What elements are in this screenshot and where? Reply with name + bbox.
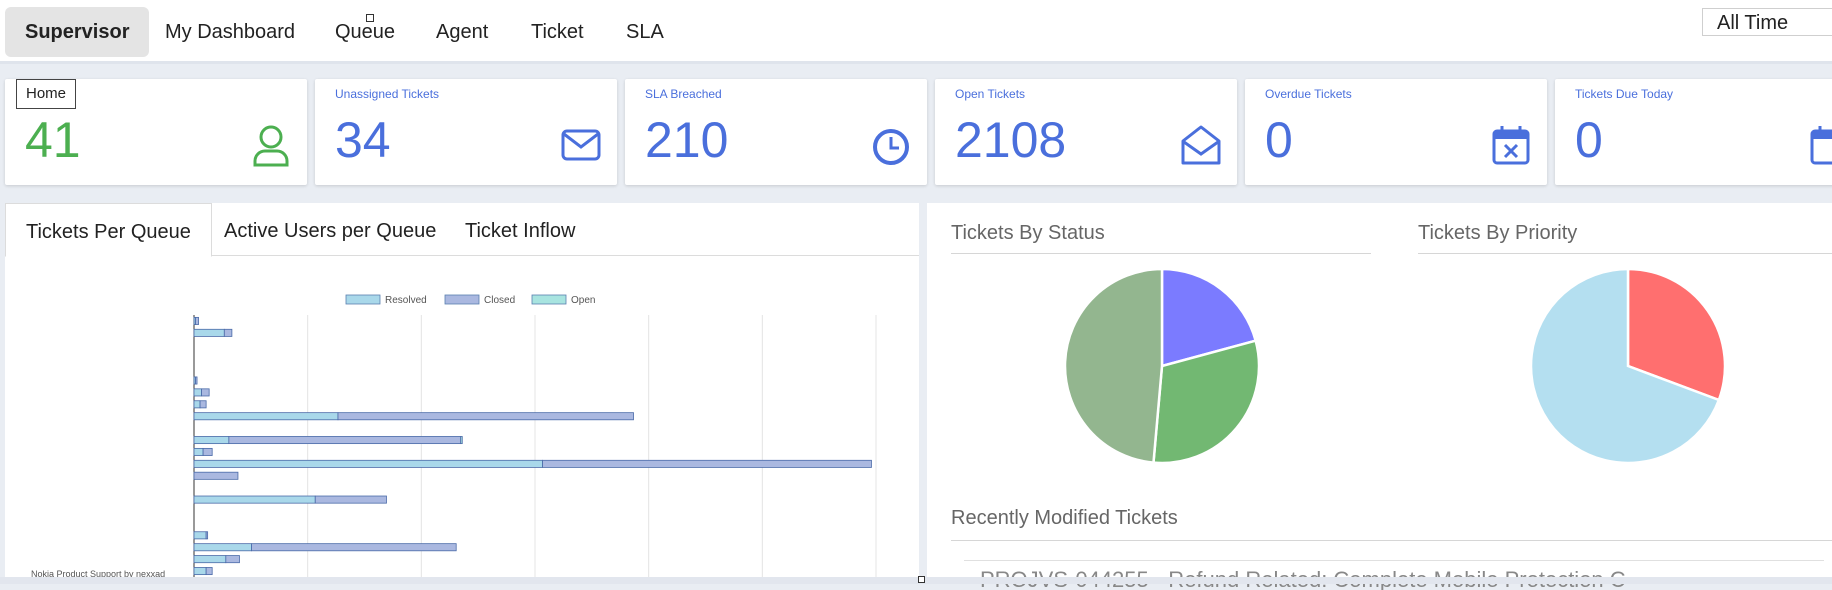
stat-card-overdue[interactable]: Overdue Tickets 0: [1245, 79, 1547, 185]
card-label: Tickets Due Today: [1575, 87, 1674, 101]
bar-open[interactable]: [460, 436, 463, 445]
tickets-by-status-chart: [1063, 267, 1261, 465]
tab-tickets-per-queue[interactable]: Tickets Per Queue: [5, 203, 212, 257]
card-label: Open Tickets: [955, 87, 1026, 101]
tab-supervisor[interactable]: Supervisor: [5, 7, 150, 57]
bar-closed[interactable]: [205, 531, 209, 540]
status-section-title: Tickets By Status: [951, 222, 1105, 244]
priority-divider: [1418, 253, 1832, 254]
user-icon: [253, 125, 289, 167]
card-label: SLA Breached: [645, 87, 722, 101]
bottom-scroll-strip: [0, 577, 1832, 584]
pie-slice[interactable]: [1152, 339, 1261, 465]
bar-resolved[interactable]: [193, 388, 202, 397]
tab-divider: [5, 255, 919, 256]
pie-slice[interactable]: [1529, 267, 1721, 465]
bar-resolved[interactable]: [193, 567, 207, 576]
tab-queue[interactable]: Queue: [335, 21, 396, 43]
bar-closed[interactable]: [337, 412, 634, 421]
bar-resolved[interactable]: [193, 412, 339, 421]
card-label: Overdue Tickets: [1265, 87, 1352, 101]
bar-closed[interactable]: [314, 495, 387, 504]
chart-panel: Tickets Per Queue Active Users per Queue…: [5, 203, 919, 584]
stat-card-unassigned[interactable]: Unassigned Tickets 34: [315, 79, 617, 185]
clock-icon: [873, 129, 909, 165]
tab-ticket[interactable]: Ticket: [531, 21, 584, 43]
bar-resolved[interactable]: [193, 436, 230, 445]
priority-section-title: Tickets By Priority: [1418, 222, 1578, 244]
home-button[interactable]: Home: [16, 79, 76, 109]
recent-tickets-title: Recently Modified Tickets: [951, 507, 1178, 529]
pie-slice[interactable]: [1063, 267, 1164, 464]
legend-label: Closed: [484, 295, 515, 306]
recent-divider: [951, 540, 1832, 541]
bar-closed[interactable]: [201, 388, 210, 397]
legend-label: Resolved: [385, 295, 427, 306]
status-divider: [951, 253, 1371, 254]
bar-resolved[interactable]: [193, 459, 543, 468]
cursor-marker: [366, 14, 374, 22]
bar-resolved[interactable]: [193, 328, 225, 337]
bar-closed[interactable]: [195, 316, 199, 325]
bar-closed[interactable]: [542, 459, 872, 468]
card-label: Unassigned Tickets: [335, 87, 440, 101]
stat-card-due-today[interactable]: Tickets Due Today 0: [1555, 79, 1832, 185]
legend-swatch: [444, 294, 480, 305]
tab-ticket-inflow[interactable]: Ticket Inflow: [465, 220, 576, 242]
bar-closed[interactable]: [199, 400, 207, 409]
tab-active-users-per-queue[interactable]: Active Users per Queue: [224, 220, 437, 242]
bar-resolved[interactable]: [193, 555, 227, 564]
bar-closed[interactable]: [251, 543, 457, 552]
bar-resolved[interactable]: [193, 400, 201, 409]
bar-resolved[interactable]: [193, 495, 316, 504]
tab-agent[interactable]: Agent: [436, 21, 489, 43]
category-label: Nokia Product Support by nexxad: [31, 569, 165, 579]
pie-slice[interactable]: [1160, 267, 1258, 368]
bar-closed[interactable]: [202, 447, 213, 456]
card-value: 0: [1265, 112, 1293, 168]
pie-slice[interactable]: [1626, 267, 1727, 402]
bar-closed[interactable]: [225, 555, 240, 564]
chart-legend: Resolved Closed Open: [345, 294, 595, 306]
envelope-icon: [561, 129, 601, 161]
tickets-per-queue-chart: Resolved Closed Open Nokia Product Support…: [31, 294, 877, 579]
card-value: 34: [335, 112, 391, 168]
legend-label: Open: [571, 295, 595, 306]
bar-closed[interactable]: [223, 328, 233, 337]
calendar-icon: [1810, 126, 1832, 165]
tab-sla[interactable]: SLA: [626, 21, 664, 43]
recent-ticket-row[interactable]: PROJVS-044255 - Refund Related: Complete…: [964, 560, 1824, 590]
bar-resolved[interactable]: [193, 447, 204, 456]
stat-card-open-tickets[interactable]: Open Tickets 2108: [935, 79, 1237, 185]
chart-grid: [193, 315, 877, 577]
stat-card-sla-breached[interactable]: SLA Breached 210: [625, 79, 927, 185]
card-value: 0: [1575, 112, 1603, 168]
bar-resolved[interactable]: [193, 543, 252, 552]
open-envelope-icon: [1181, 125, 1221, 165]
tab-my-dashboard[interactable]: My Dashboard: [165, 21, 296, 43]
card-value: 41: [25, 112, 81, 168]
time-filter-select[interactable]: All Time: [1702, 8, 1832, 36]
bar-closed[interactable]: [205, 567, 213, 576]
card-value: 210: [645, 112, 729, 168]
tickets-by-priority-chart: [1529, 267, 1727, 465]
bar-closed[interactable]: [195, 376, 198, 385]
calendar-x-icon: [1492, 126, 1530, 165]
card-value: 2108: [955, 112, 1067, 168]
legend-swatch: [345, 294, 381, 305]
resize-handle[interactable]: [918, 576, 925, 583]
bar-closed[interactable]: [228, 436, 462, 445]
bar-resolved[interactable]: [193, 531, 207, 540]
top-navigation: Supervisor My Dashboard Queue Agent Tick…: [0, 0, 1832, 64]
bar-closed[interactable]: [193, 471, 239, 480]
legend-swatch: [531, 294, 567, 305]
chart-bars: [193, 316, 872, 576]
